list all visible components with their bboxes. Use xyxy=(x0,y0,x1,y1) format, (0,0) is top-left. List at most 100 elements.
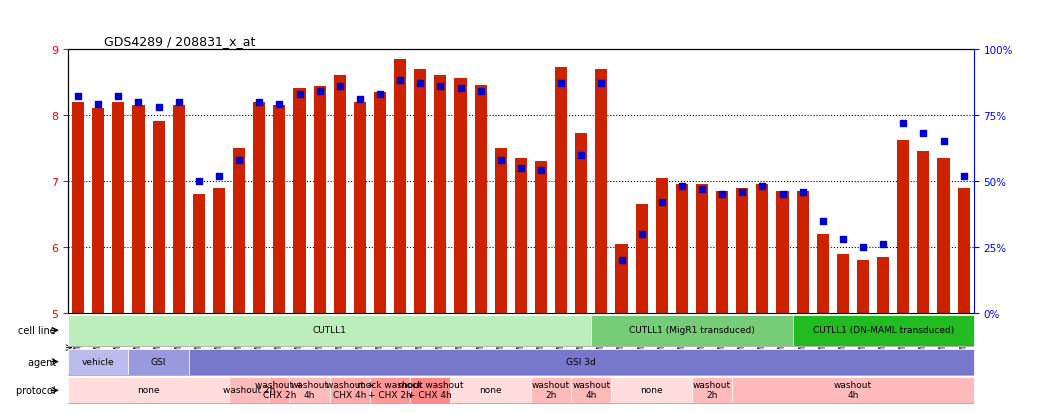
Bar xyxy=(937,159,950,313)
FancyBboxPatch shape xyxy=(692,377,732,404)
Point xyxy=(854,244,871,251)
Text: CUTLL1: CUTLL1 xyxy=(313,325,347,334)
Point xyxy=(513,165,530,172)
Bar xyxy=(575,133,587,313)
Text: none: none xyxy=(137,385,160,394)
FancyBboxPatch shape xyxy=(370,377,410,404)
Bar xyxy=(817,234,829,313)
Bar xyxy=(515,159,527,313)
Bar xyxy=(857,261,869,313)
Text: mock washout
+ CHX 4h: mock washout + CHX 4h xyxy=(398,380,463,399)
Legend: transformed count, percentile rank within the sample: transformed count, percentile rank withi… xyxy=(71,339,241,359)
Point xyxy=(372,91,388,98)
Bar xyxy=(72,102,84,313)
Bar xyxy=(837,254,849,313)
Point xyxy=(673,183,690,190)
Point xyxy=(110,94,127,100)
Point xyxy=(70,94,87,100)
Bar xyxy=(173,106,184,313)
Bar xyxy=(777,191,788,313)
Point xyxy=(593,81,609,87)
Text: GDS4289 / 208831_x_at: GDS4289 / 208831_x_at xyxy=(105,36,255,48)
Point xyxy=(573,152,589,159)
Point xyxy=(251,99,268,106)
Text: mock washout
+ CHX 2h: mock washout + CHX 2h xyxy=(357,380,423,399)
Bar xyxy=(716,191,728,313)
Point xyxy=(533,168,550,174)
Point xyxy=(432,83,449,90)
Text: washout
4h: washout 4h xyxy=(833,380,872,399)
FancyBboxPatch shape xyxy=(289,377,330,404)
Point xyxy=(714,191,731,198)
Point xyxy=(311,88,328,95)
Point xyxy=(815,218,831,224)
Text: washout
4h: washout 4h xyxy=(290,380,329,399)
Point xyxy=(210,173,227,180)
Bar xyxy=(555,68,567,313)
Text: washout
2h: washout 2h xyxy=(532,380,571,399)
Bar xyxy=(92,109,105,313)
Point xyxy=(935,139,952,145)
Point xyxy=(834,236,851,243)
Bar xyxy=(535,162,547,313)
Point xyxy=(774,191,790,198)
FancyBboxPatch shape xyxy=(592,315,793,346)
Point xyxy=(331,83,348,90)
FancyBboxPatch shape xyxy=(450,377,531,404)
FancyBboxPatch shape xyxy=(732,377,974,404)
Bar xyxy=(112,102,125,313)
FancyBboxPatch shape xyxy=(188,349,974,375)
Bar xyxy=(596,69,607,313)
Point xyxy=(411,81,428,87)
FancyBboxPatch shape xyxy=(611,377,692,404)
FancyBboxPatch shape xyxy=(531,377,572,404)
Bar xyxy=(655,178,668,313)
Bar xyxy=(676,185,688,313)
Text: washout
4h: washout 4h xyxy=(573,380,610,399)
Bar xyxy=(293,89,306,313)
Text: washout
2h: washout 2h xyxy=(693,380,731,399)
Bar xyxy=(374,93,386,313)
Bar xyxy=(334,76,346,313)
FancyBboxPatch shape xyxy=(68,377,229,404)
FancyBboxPatch shape xyxy=(410,377,450,404)
Text: none: none xyxy=(641,385,663,394)
Point xyxy=(614,257,630,264)
Point xyxy=(653,199,670,206)
Bar xyxy=(153,122,164,313)
Point xyxy=(553,81,570,87)
Bar xyxy=(897,140,909,313)
Text: GSI 3d: GSI 3d xyxy=(566,357,596,366)
Bar xyxy=(958,188,970,313)
Point xyxy=(955,173,972,180)
Text: washout +
CHX 2h: washout + CHX 2h xyxy=(255,380,304,399)
Bar xyxy=(213,188,225,313)
Point xyxy=(452,86,469,93)
Point xyxy=(633,231,650,237)
FancyBboxPatch shape xyxy=(572,377,611,404)
Point xyxy=(191,178,207,185)
Bar xyxy=(636,204,648,313)
Point xyxy=(472,88,489,95)
Text: vehicle: vehicle xyxy=(82,357,114,366)
Point xyxy=(754,183,771,190)
FancyBboxPatch shape xyxy=(129,349,188,375)
Bar xyxy=(696,185,708,313)
Bar xyxy=(233,149,245,313)
Bar xyxy=(917,152,930,313)
FancyBboxPatch shape xyxy=(793,315,974,346)
Bar xyxy=(193,195,205,313)
Point xyxy=(895,120,912,127)
Bar xyxy=(273,106,286,313)
Point xyxy=(90,102,107,108)
FancyBboxPatch shape xyxy=(330,377,370,404)
Text: CUTLL1 (DN-MAML transduced): CUTLL1 (DN-MAML transduced) xyxy=(812,325,954,334)
Point xyxy=(352,96,369,103)
Point xyxy=(734,189,751,195)
Text: cell line: cell line xyxy=(18,325,59,335)
Bar xyxy=(415,69,426,313)
Bar xyxy=(474,86,487,313)
Bar xyxy=(253,102,265,313)
Bar xyxy=(394,59,406,313)
Text: protocol: protocol xyxy=(17,385,59,395)
